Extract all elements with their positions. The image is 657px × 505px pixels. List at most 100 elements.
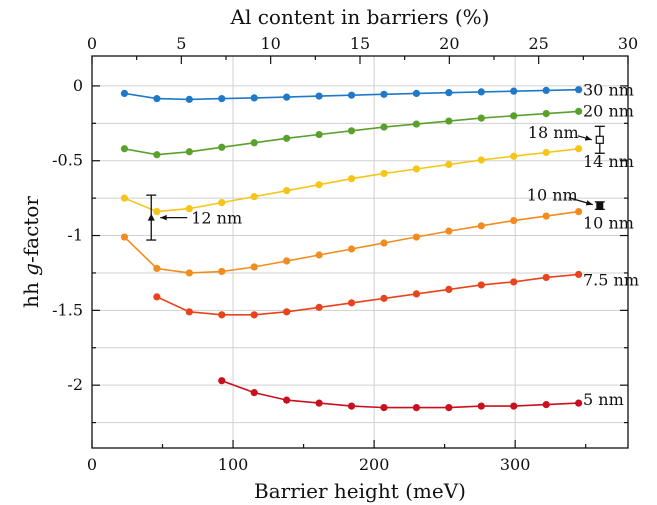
y-tick-label: -1.5 bbox=[52, 300, 83, 319]
data-point bbox=[412, 89, 421, 98]
annotation-label: 10 nm bbox=[527, 186, 578, 205]
x-tick-label: 200 bbox=[359, 455, 390, 474]
data-point bbox=[445, 404, 453, 412]
series-label: 10 nm bbox=[583, 214, 634, 233]
data-point bbox=[283, 308, 291, 316]
data-point bbox=[120, 145, 129, 153]
series-30-nm bbox=[120, 86, 583, 103]
top-axis-title: Al content in barriers (%) bbox=[230, 5, 490, 29]
data-point bbox=[120, 194, 129, 202]
data-point bbox=[542, 401, 550, 409]
data-point bbox=[283, 396, 291, 404]
triangle-marker bbox=[147, 213, 155, 221]
data-point bbox=[218, 377, 226, 385]
data-point bbox=[575, 208, 583, 216]
data-point bbox=[218, 311, 226, 319]
x-tick-label: 100 bbox=[218, 455, 249, 474]
data-point bbox=[250, 311, 258, 319]
x-axis-title: Barrier height (meV) bbox=[254, 479, 466, 503]
data-point bbox=[380, 404, 388, 412]
data-point bbox=[185, 205, 193, 213]
series-line bbox=[156, 273, 579, 316]
axis-ticks bbox=[91, 56, 629, 448]
y-tick-label: 0 bbox=[73, 76, 83, 95]
data-point bbox=[218, 143, 226, 151]
data-point bbox=[315, 399, 323, 407]
data-point bbox=[510, 87, 518, 95]
data-point bbox=[575, 145, 583, 153]
data-point bbox=[477, 114, 485, 122]
data-point bbox=[510, 216, 518, 225]
data-point bbox=[510, 112, 518, 120]
data-point bbox=[412, 404, 421, 412]
data-point bbox=[315, 303, 323, 311]
data-point bbox=[153, 208, 161, 216]
annotation-label: 12 nm bbox=[191, 209, 242, 228]
data-point bbox=[250, 193, 258, 201]
data-point bbox=[575, 270, 583, 279]
series-20-nm bbox=[120, 107, 583, 159]
data-point bbox=[380, 239, 388, 247]
data-point bbox=[283, 257, 291, 265]
series-10-nm bbox=[120, 208, 583, 277]
data-point bbox=[250, 263, 258, 271]
data-point bbox=[542, 273, 550, 282]
data-point bbox=[542, 110, 550, 118]
y-tick-label: -1 bbox=[67, 226, 83, 245]
data-point bbox=[347, 175, 356, 183]
data-point bbox=[315, 181, 323, 189]
data-point bbox=[510, 152, 518, 160]
data-point bbox=[185, 269, 193, 277]
data-point bbox=[380, 169, 388, 178]
data-point bbox=[477, 156, 485, 164]
data-point bbox=[412, 290, 421, 298]
data-point bbox=[510, 278, 518, 286]
data-point bbox=[510, 402, 518, 410]
data-point bbox=[347, 402, 356, 410]
data-point bbox=[477, 222, 485, 230]
top-tick-label: 15 bbox=[350, 34, 370, 53]
series-label: 7.5 nm bbox=[583, 270, 639, 289]
arrow-head bbox=[585, 200, 593, 206]
grid bbox=[92, 56, 628, 448]
data-point bbox=[380, 123, 388, 131]
data-point bbox=[347, 245, 356, 253]
top-tick-label: 20 bbox=[439, 34, 459, 53]
data-point bbox=[315, 92, 323, 100]
series-14-nm bbox=[120, 145, 583, 216]
data-point bbox=[153, 264, 161, 273]
data-series bbox=[120, 86, 583, 412]
data-point bbox=[250, 139, 258, 147]
series-label: 5 nm bbox=[583, 390, 624, 409]
series-label: 30 nm bbox=[583, 80, 634, 99]
y-axis-title-suffix: -factor bbox=[19, 196, 43, 263]
data-point bbox=[575, 399, 583, 407]
data-point bbox=[445, 89, 453, 97]
open-square-marker bbox=[595, 135, 604, 144]
data-point bbox=[250, 94, 258, 102]
data-point bbox=[153, 293, 161, 301]
experimental-point-18-nm: 18 nm bbox=[528, 123, 605, 154]
series-5-nm bbox=[218, 377, 583, 412]
top-tick-label: 25 bbox=[528, 34, 548, 53]
data-point bbox=[445, 285, 453, 294]
data-point bbox=[218, 267, 226, 276]
y-axis-title-prefix: hh bbox=[19, 276, 43, 308]
data-point bbox=[283, 187, 291, 195]
arrow-head bbox=[584, 135, 592, 141]
data-point bbox=[477, 88, 485, 96]
series-label: 20 nm bbox=[583, 101, 634, 120]
data-point bbox=[120, 89, 129, 98]
data-point bbox=[153, 95, 161, 103]
data-point bbox=[185, 308, 193, 316]
data-point bbox=[445, 227, 453, 235]
data-point bbox=[347, 299, 356, 307]
data-point bbox=[575, 107, 583, 115]
data-point bbox=[477, 281, 485, 289]
top-tick-label: 0 bbox=[87, 34, 97, 53]
data-point bbox=[575, 86, 583, 94]
data-point bbox=[218, 95, 226, 103]
data-point bbox=[185, 148, 193, 156]
data-point bbox=[542, 86, 550, 95]
